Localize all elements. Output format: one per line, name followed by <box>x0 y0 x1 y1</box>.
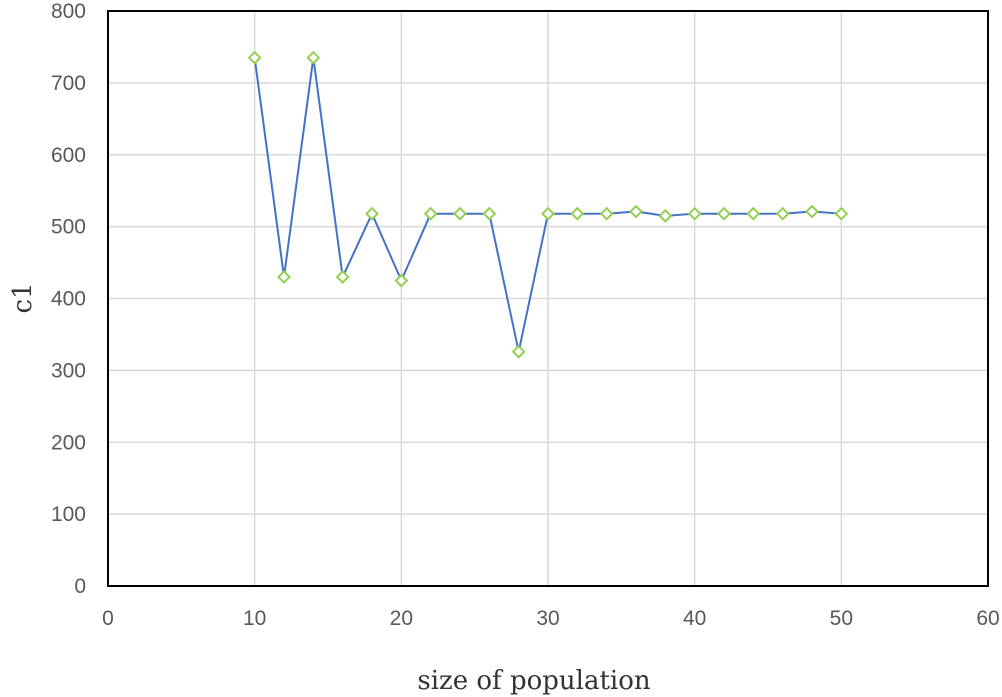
data-point <box>658 208 673 223</box>
data-point <box>511 344 526 359</box>
data-point <box>570 206 585 221</box>
data-point <box>805 204 819 219</box>
y-tick-label: 400 <box>51 288 86 311</box>
data-point <box>599 206 614 221</box>
y-tick-label: 600 <box>51 144 86 167</box>
y-tick-label: 200 <box>51 431 86 454</box>
data-point <box>335 270 350 284</box>
x-tick-label: 30 <box>536 607 559 630</box>
x-axis-title: size of population <box>417 666 650 696</box>
data-point <box>453 206 467 221</box>
x-tick-label: 60 <box>976 607 999 630</box>
data-point <box>746 206 761 221</box>
data-point <box>775 206 790 221</box>
y-tick-label: 100 <box>51 503 86 526</box>
x-axis-tick-labels: 0 10 20 30 40 50 60 <box>102 607 1000 630</box>
y-tick-label: 500 <box>51 216 86 239</box>
data-point <box>423 206 438 221</box>
data-point <box>394 273 409 288</box>
x-tick-label: 0 <box>102 607 114 630</box>
x-tick-label: 10 <box>243 607 266 630</box>
data-point <box>717 206 731 221</box>
x-tick-label: 50 <box>830 607 853 630</box>
gridlines <box>108 11 988 586</box>
data-point <box>365 206 379 221</box>
data-point <box>247 50 262 65</box>
data-series <box>247 50 849 359</box>
y-tick-label: 0 <box>74 575 86 598</box>
data-point <box>277 270 291 284</box>
data-point <box>541 206 555 221</box>
data-point <box>306 50 321 65</box>
data-point <box>629 204 643 219</box>
data-point <box>687 206 702 221</box>
data-point <box>482 206 497 221</box>
data-point <box>834 206 849 221</box>
plot-area-frame <box>107 10 989 587</box>
y-tick-label: 800 <box>51 0 86 23</box>
x-tick-label: 40 <box>683 607 706 630</box>
y-tick-label: 700 <box>51 72 86 95</box>
y-axis-tick-labels: 0 100 200 300 400 500 600 700 800 <box>51 0 86 598</box>
x-tick-label: 20 <box>390 607 413 630</box>
y-axis-title: c1 <box>8 282 38 313</box>
y-tick-label: 300 <box>51 359 86 382</box>
